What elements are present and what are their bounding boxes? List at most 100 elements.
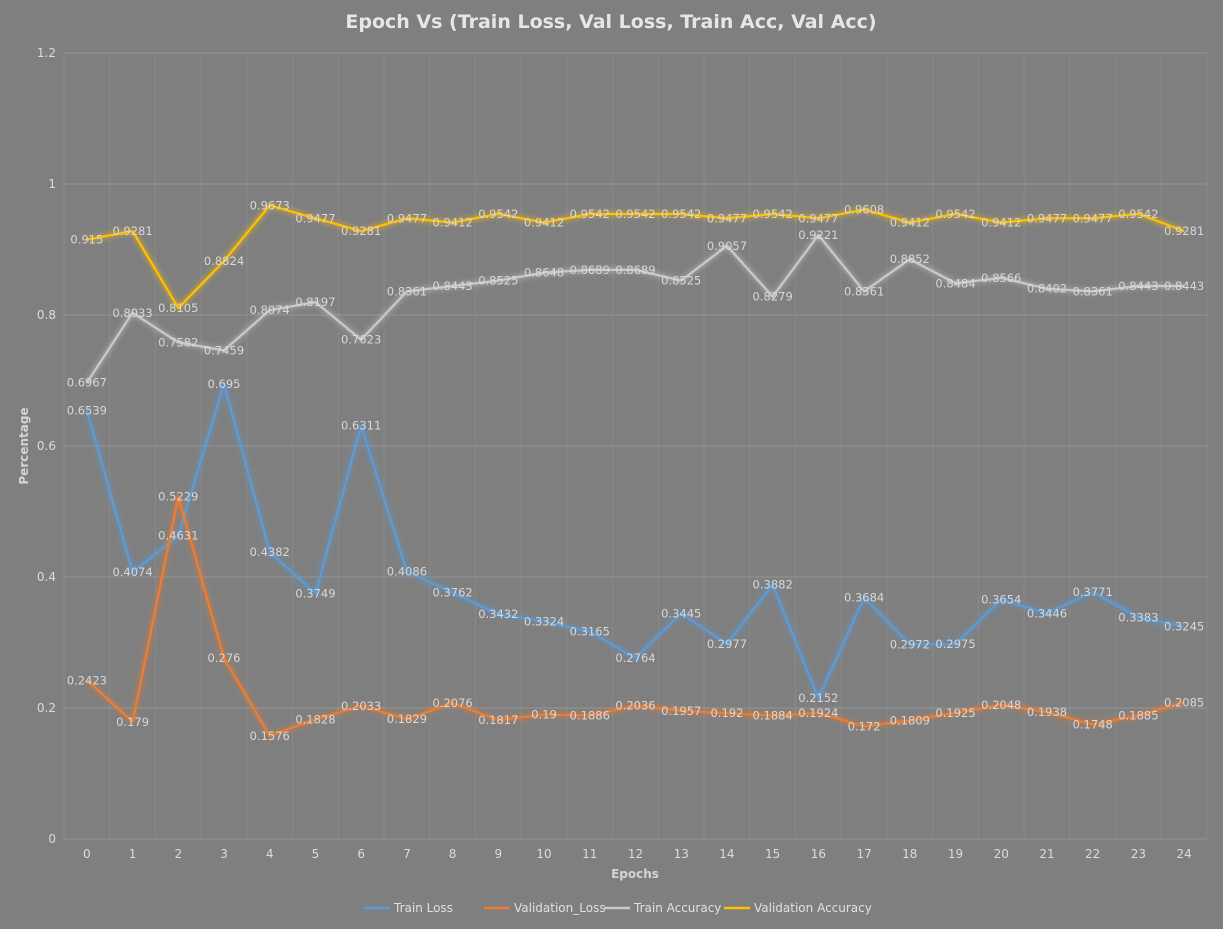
data-label: 0.1809 [890,714,930,728]
data-label: 0.9477 [1073,211,1113,225]
data-label: 0.9412 [981,216,1021,230]
series-lines [85,204,1185,737]
data-label: 0.2764 [615,651,655,665]
x-tick-label: 13 [674,847,689,861]
data-label: 0.8105 [158,301,198,315]
y-axis-title: Percentage [17,407,31,484]
data-label: 0.8402 [1027,282,1067,296]
x-tick-label: 5 [312,847,320,861]
data-label: 0.8074 [250,303,290,317]
x-tick-label: 23 [1131,847,1146,861]
data-label: 0.3446 [1027,606,1067,620]
data-label: 0.2423 [67,673,107,687]
data-label: 0.276 [208,651,241,665]
data-label: 0.7459 [204,343,244,357]
data-label: 0.4086 [387,564,427,578]
x-tick-label: 24 [1176,847,1191,861]
x-tick-label: 16 [811,847,826,861]
data-label: 0.9542 [570,207,610,221]
data-label: 0.6539 [67,404,107,418]
data-label: 0.3654 [981,593,1021,607]
x-tick-label: 20 [994,847,1009,861]
data-label: 0.3771 [1073,585,1113,599]
data-label: 0.9281 [1164,224,1204,238]
data-label: 0.2152 [798,691,838,705]
data-label: 0.1817 [478,713,518,727]
data-label: 0.1957 [661,704,701,718]
x-tick-label: 14 [719,847,734,861]
data-label: 0.1829 [387,712,427,726]
data-label: 0.9542 [753,207,793,221]
data-label: 0.2076 [432,696,472,710]
x-tick-label: 4 [266,847,274,861]
x-tick-label: 7 [403,847,411,861]
legend-label: Validation Accuracy [754,901,872,915]
x-tick-label: 17 [856,847,871,861]
x-tick-label: 12 [628,847,643,861]
data-label: 0.9673 [250,198,290,212]
data-label: 0.695 [208,377,241,391]
data-label: 0.6967 [67,376,107,390]
data-label: 0.4074 [112,565,152,579]
data-label: 0.9542 [935,207,975,221]
data-label: 0.8648 [524,266,564,280]
data-label: 0.8443 [1118,279,1158,293]
data-label: 0.1828 [295,712,335,726]
data-label: 0.1748 [1073,718,1113,732]
x-tick-label: 3 [220,847,228,861]
data-label: 0.9477 [1027,211,1067,225]
x-tick-label: 22 [1085,847,1100,861]
series-line-train-accuracy [85,233,1185,384]
legend: Train Loss Validation_Loss Train Accuracy V… [364,901,872,915]
data-label: 0.1938 [1027,705,1067,719]
x-tick-label: 0 [83,847,91,861]
data-label: 0.5229 [158,490,198,504]
legend-label: Validation_Loss [514,901,606,915]
y-tick-label: 1 [48,177,56,191]
data-label: 0.8689 [570,263,610,277]
legend-label: Train Loss [393,901,453,915]
x-tick-label: 19 [948,847,963,861]
data-label: 0.2085 [1164,695,1204,709]
legend-item: Validation_Loss [484,901,606,915]
data-label: 0.172 [848,719,881,733]
y-tick-label: 1.2 [37,46,56,60]
data-label: 0.9281 [112,224,152,238]
data-label: 0.9542 [1118,207,1158,221]
data-label: 0.9477 [295,211,335,225]
x-tick-label: 8 [449,847,457,861]
series-line-validation-loss [86,495,1185,737]
x-tick-label: 18 [902,847,917,861]
data-label: 0.6311 [341,419,381,433]
x-tick-label: 2 [174,847,182,861]
data-label: 0.8361 [1073,284,1113,298]
data-label: 0.8197 [295,295,335,309]
data-label: 0.1924 [798,706,838,720]
data-label: 0.4631 [158,529,198,543]
legend-item: Train Loss [364,901,453,915]
x-axis-title: Epochs [611,867,659,881]
legend-item: Train Accuracy [604,901,721,915]
data-label: 0.8279 [753,290,793,304]
data-label: 0.8361 [387,284,427,298]
data-label: 0.9542 [478,207,518,221]
chart-title: Epoch Vs (Train Loss, Val Loss, Train Ac… [345,11,876,33]
data-label: 0.9477 [387,211,427,225]
data-label: 0.9477 [798,211,838,225]
y-tick-label: 0.6 [37,439,56,453]
x-tick-label: 9 [495,847,503,861]
data-label: 0.2977 [707,637,747,651]
data-label: 0.3684 [844,591,884,605]
x-tick-label: 1 [129,847,137,861]
legend-item: Validation Accuracy [724,901,872,915]
data-label: 0.4382 [250,545,290,559]
data-label: 0.2972 [890,637,930,651]
series-line-validation-accuracy [86,204,1185,310]
data-label: 0.9412 [524,216,564,230]
data-label: 0.1925 [935,706,975,720]
data-label: 0.2048 [981,698,1021,712]
y-axis-ticks: 0 0.2 0.4 0.6 0.8 1 1.2 [37,46,56,846]
data-label: 0.1885 [1118,709,1158,723]
